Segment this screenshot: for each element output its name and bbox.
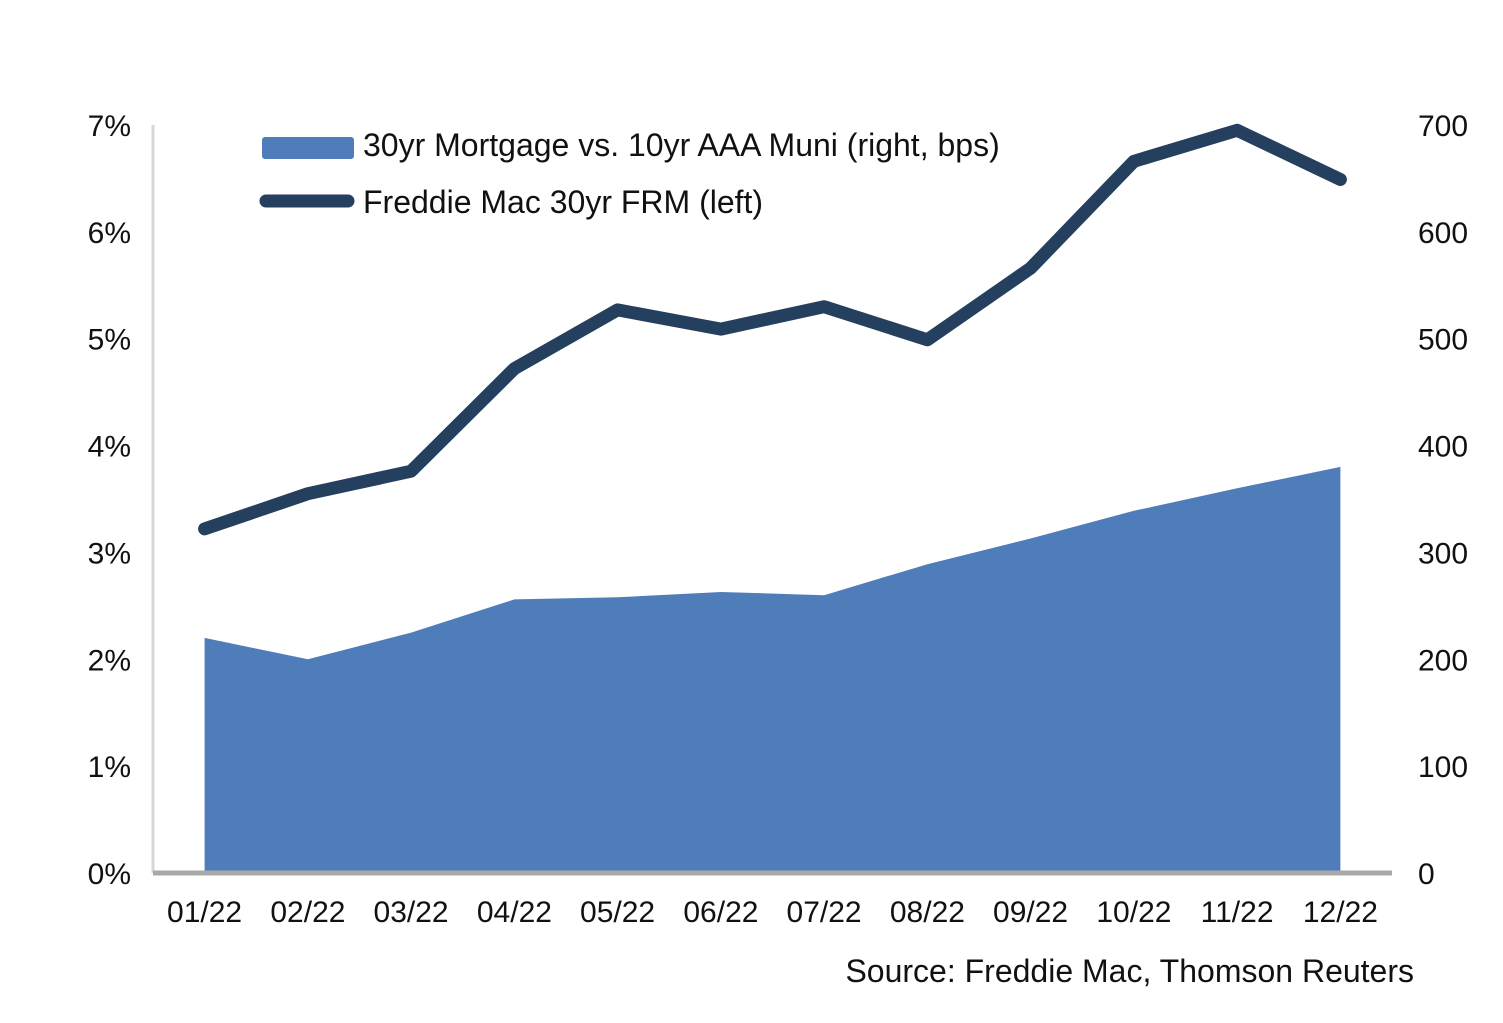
x-axis-label: 01/22 xyxy=(167,896,242,929)
x-axis-label: 04/22 xyxy=(477,896,552,929)
x-axis-label: 07/22 xyxy=(787,896,862,929)
right-axis-tick: 100 xyxy=(1418,751,1468,784)
x-axis-label: 12/22 xyxy=(1303,896,1378,929)
right-axis-tick: 300 xyxy=(1418,537,1468,570)
x-axis-labels: 01/22 02/22 03/22 04/22 05/22 06/22 07/22 08/22… xyxy=(167,896,1378,929)
left-axis-tick: 6% xyxy=(88,217,131,250)
right-axis-tick: 600 xyxy=(1418,217,1468,250)
left-axis-tick: 1% xyxy=(88,751,131,784)
legend-label-line: Freddie Mac 30yr FRM (left) xyxy=(363,184,763,220)
x-axis-label: 02/22 xyxy=(270,896,345,929)
right-axis-tick: 0 xyxy=(1418,858,1435,891)
source-credit: Source: Freddie Mac, Thomson Reuters xyxy=(845,953,1414,989)
x-axis-label: 09/22 xyxy=(993,896,1068,929)
x-axis-label: 06/22 xyxy=(683,896,758,929)
left-axis-tick: 5% xyxy=(88,324,131,357)
right-axis-tick: 400 xyxy=(1418,431,1468,464)
left-axis-tick: 0% xyxy=(88,858,131,891)
right-axis-tick: 200 xyxy=(1418,644,1468,677)
x-axis-label: 08/22 xyxy=(890,896,965,929)
left-axis-tick: 7% xyxy=(88,110,131,143)
freddie-mac-frm-line-series xyxy=(198,123,1347,536)
x-axis-label: 03/22 xyxy=(374,896,449,929)
right-axis-tick: 700 xyxy=(1418,110,1468,143)
right-axis-ticks: 0 100 200 300 400 500 600 700 xyxy=(1418,110,1468,891)
right-axis-tick: 500 xyxy=(1418,324,1468,357)
left-axis-tick: 3% xyxy=(88,537,131,570)
left-axis-tick: 4% xyxy=(88,431,131,464)
left-axis-ticks: 0% 1% 2% 3% 4% 5% 6% 7% xyxy=(88,110,131,891)
legend-label-area: 30yr Mortgage vs. 10yr AAA Muni (right, … xyxy=(363,127,1000,163)
legend: 30yr Mortgage vs. 10yr AAA Muni (right, … xyxy=(259,127,1000,220)
muni-spread-area-series xyxy=(204,466,1341,873)
x-axis-label: 05/22 xyxy=(580,896,655,929)
x-axis-label: 11/22 xyxy=(1201,896,1274,929)
x-axis-label: 10/22 xyxy=(1096,896,1171,929)
left-axis-tick: 2% xyxy=(88,644,131,677)
area-series-swatch xyxy=(262,137,354,159)
